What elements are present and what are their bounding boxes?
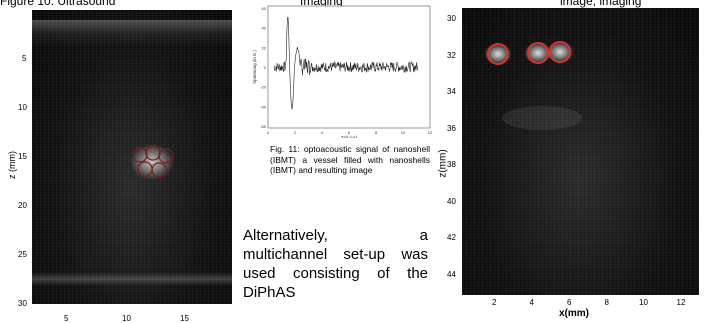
tick-label: 40 — [447, 196, 456, 206]
y-tick-label: -40 — [260, 104, 267, 109]
right-target-markers — [484, 41, 582, 130]
tick-label: 34 — [447, 87, 456, 96]
marker-circle — [158, 148, 174, 164]
x-tick-label: 12 — [428, 130, 433, 135]
y-tick-label: -20 — [260, 85, 267, 90]
x-axis-label: Zeit (µs) — [341, 135, 358, 138]
tick-label: 10 — [18, 103, 27, 112]
signal-trace — [273, 16, 418, 110]
y-tick-label: -60 — [260, 124, 267, 129]
body-paragraph: Alternatively, a multichannel set-up was… — [243, 227, 428, 301]
header-text-right: image, imaging — [560, 0, 642, 8]
x-tick-label: 4 — [321, 130, 324, 135]
header-text-middle: Imaging — [300, 0, 343, 8]
tick-label: 5 — [22, 54, 27, 63]
x-tick-label: 0 — [267, 130, 270, 135]
left-target-markers — [130, 144, 174, 180]
tick-label: 32 — [447, 50, 456, 60]
y-tick-label: 60 — [262, 6, 267, 11]
marker-circle — [151, 162, 167, 178]
waveform-figure: 60 40 20 0 -20 -40 -60 0 2 4 6 8 10 12 Zeit (µs) Spannu… — [252, 2, 437, 140]
x-tick-label: 8 — [375, 130, 378, 135]
y-tick-label: 40 — [262, 26, 267, 31]
left-ultrasound-image — [32, 10, 232, 304]
header-text-left: Figure 10: Ultrasound — [0, 0, 116, 8]
x-tick-label: 2 — [294, 130, 297, 135]
y-tick-label: 0 — [264, 65, 267, 70]
tick-label: 44 — [447, 269, 456, 279]
left-y-axis-label: z (mm) — [7, 151, 17, 179]
marker-circle — [549, 41, 571, 63]
right-ultrasound-image — [462, 8, 699, 295]
y-tick-label: 20 — [262, 45, 267, 50]
tick-label: 30 — [18, 299, 27, 308]
tick-label: 36 — [447, 123, 456, 133]
right-x-axis-label: x(mm) — [559, 308, 590, 319]
tick-label: 8 — [604, 298, 609, 307]
x-tick-label: 6 — [348, 130, 351, 135]
right-ultrasound-figure: z(mm) 30 32 34 36 38 40 42 44 2 4 6 8 10 12 x(mm) — [435, 8, 704, 322]
tick-label: 30 — [447, 14, 456, 23]
tick-label: 2 — [492, 298, 497, 307]
tick-label: 15 — [180, 314, 189, 323]
tick-label: 10 — [639, 298, 648, 307]
tick-label: 12 — [676, 298, 686, 307]
tick-label: 38 — [447, 160, 456, 169]
left-ultrasound-figure: z (mm) 5 10 15 20 25 30 5 10 15 — [0, 10, 232, 323]
tick-label: 20 — [18, 201, 27, 210]
marker-circle — [527, 42, 549, 64]
tick-label: 5 — [64, 314, 69, 323]
figure-caption: Fig. 11: optoacoustic signal of nanoshel… — [270, 144, 430, 175]
tick-label: 6 — [567, 298, 572, 307]
tick-label: 4 — [529, 298, 534, 307]
tick-label: 10 — [122, 314, 131, 323]
x-tick-label: 10 — [401, 130, 406, 135]
marker-circle — [132, 147, 148, 163]
marker-circle — [487, 43, 509, 65]
tick-label: 42 — [447, 233, 456, 242]
tick-label: 25 — [18, 250, 27, 259]
y-axis-label: Spannung (in E.) — [252, 50, 257, 84]
tick-label: 15 — [18, 152, 27, 161]
